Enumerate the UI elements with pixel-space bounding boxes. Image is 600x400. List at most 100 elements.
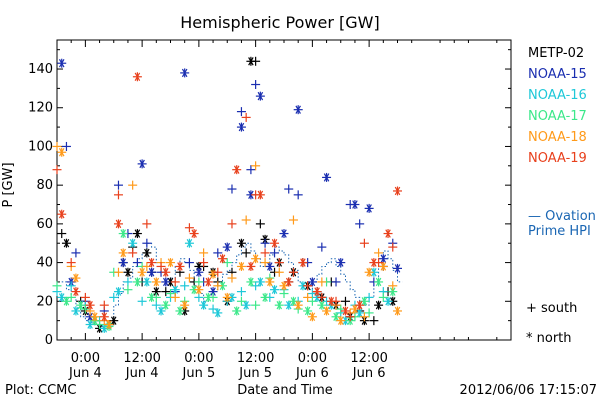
north-point	[132, 72, 142, 82]
north-point	[137, 159, 147, 169]
south-point	[194, 277, 204, 287]
north-point	[369, 258, 379, 268]
south-point	[317, 292, 327, 302]
south-point	[388, 242, 398, 252]
south-point	[128, 248, 138, 258]
south-point	[227, 184, 237, 194]
north-point	[118, 258, 128, 268]
marker-legend-item: + south	[526, 301, 577, 316]
y-axis-label: P [GW]	[1, 162, 16, 207]
north-point	[151, 277, 161, 287]
ovation-path	[61, 242, 403, 327]
north-point	[378, 254, 388, 264]
north-point	[350, 200, 360, 210]
south-point	[293, 190, 303, 200]
y-tick-label: 100	[28, 139, 53, 154]
south-point	[199, 248, 209, 258]
y-tick-label: 60	[36, 217, 53, 232]
north-point	[71, 273, 81, 283]
north-point	[246, 261, 256, 271]
north-point	[383, 296, 393, 306]
north-point	[147, 292, 157, 302]
north-point	[307, 277, 317, 287]
north-point	[336, 316, 346, 326]
footer-left: Plot: CCMC	[5, 383, 76, 398]
north-point	[270, 285, 280, 295]
south-point	[194, 292, 204, 302]
north-point	[161, 300, 171, 310]
north-point	[364, 203, 374, 213]
south-point	[340, 296, 350, 306]
south-point	[246, 165, 256, 175]
x-tick-date: Jun 6	[295, 366, 329, 381]
south-point	[227, 219, 237, 229]
north-point	[222, 292, 232, 302]
north-point	[104, 320, 114, 330]
north-point	[61, 296, 71, 306]
north-point	[161, 277, 171, 287]
north-point	[307, 312, 317, 322]
south-point	[359, 312, 369, 322]
south-point	[52, 281, 62, 291]
north-point	[336, 258, 346, 268]
north-point	[175, 261, 185, 271]
south-point	[142, 238, 152, 248]
south-point	[303, 281, 313, 291]
north-point	[303, 306, 313, 316]
y-tick-label: 20	[36, 294, 53, 309]
north-point	[71, 287, 81, 297]
north-point	[232, 306, 242, 316]
north-point	[393, 306, 402, 316]
south-point	[288, 267, 298, 277]
south-point	[184, 273, 194, 283]
chart-title: Hemispheric Power [GW]	[180, 13, 379, 32]
marker-legend: + south * north	[526, 301, 577, 346]
north-point	[118, 229, 128, 239]
x-tick-time: 12:00	[350, 351, 387, 366]
north-point	[270, 238, 280, 248]
south-point	[156, 261, 166, 271]
x-axis-label: Date and Time	[237, 383, 333, 398]
north-point	[246, 277, 256, 287]
south-point	[199, 258, 209, 268]
marker-legend-item: * north	[526, 331, 572, 346]
south-point	[166, 289, 175, 299]
y-axis: 0 20 40 60 80 100 120 140	[28, 49, 511, 348]
y-tick-label: 140	[28, 62, 53, 77]
north-point	[393, 263, 402, 273]
north-point	[194, 267, 204, 277]
north-point	[113, 287, 123, 297]
north-point	[246, 56, 256, 66]
x-tick-time: 0:00	[71, 351, 100, 366]
south-point	[364, 308, 374, 318]
south-point	[241, 248, 251, 258]
south-point	[359, 238, 369, 248]
north-point	[322, 172, 332, 182]
south-point	[274, 267, 284, 277]
south-point	[213, 267, 223, 277]
legend-item: NOAA-18	[528, 130, 587, 145]
north-point	[293, 105, 303, 115]
south-point	[52, 141, 62, 151]
x-tick-date: Jun 6	[352, 366, 386, 381]
y-tick-label: 40	[36, 256, 53, 271]
south-point	[66, 281, 76, 291]
north-point	[374, 300, 384, 310]
north-point	[180, 68, 190, 78]
legend-item: NOAA-17	[528, 109, 587, 124]
north-point	[132, 229, 142, 239]
south-point	[109, 292, 119, 302]
x-tick-date: Jun 5	[182, 366, 216, 381]
legend-item: METP-02	[528, 46, 584, 61]
north-point	[180, 300, 190, 310]
south-point	[113, 180, 123, 190]
north-point	[175, 306, 185, 316]
y-tick-label: 0	[45, 333, 53, 348]
ovation-label-line1: — Ovation	[528, 209, 596, 224]
ovation-label-line2: Prime HPI	[528, 224, 591, 239]
north-point	[312, 287, 322, 297]
north-point	[255, 91, 265, 101]
x-tick-date: Jun 5	[238, 366, 272, 381]
north-point	[85, 300, 95, 310]
